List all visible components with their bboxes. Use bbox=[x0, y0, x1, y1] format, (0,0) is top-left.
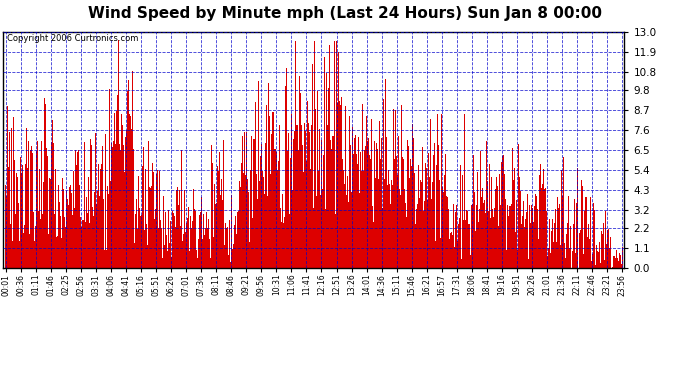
Text: Copyright 2006 Curtronics.com: Copyright 2006 Curtronics.com bbox=[7, 34, 138, 43]
Text: Wind Speed by Minute mph (Last 24 Hours) Sun Jan 8 00:00: Wind Speed by Minute mph (Last 24 Hours)… bbox=[88, 6, 602, 21]
